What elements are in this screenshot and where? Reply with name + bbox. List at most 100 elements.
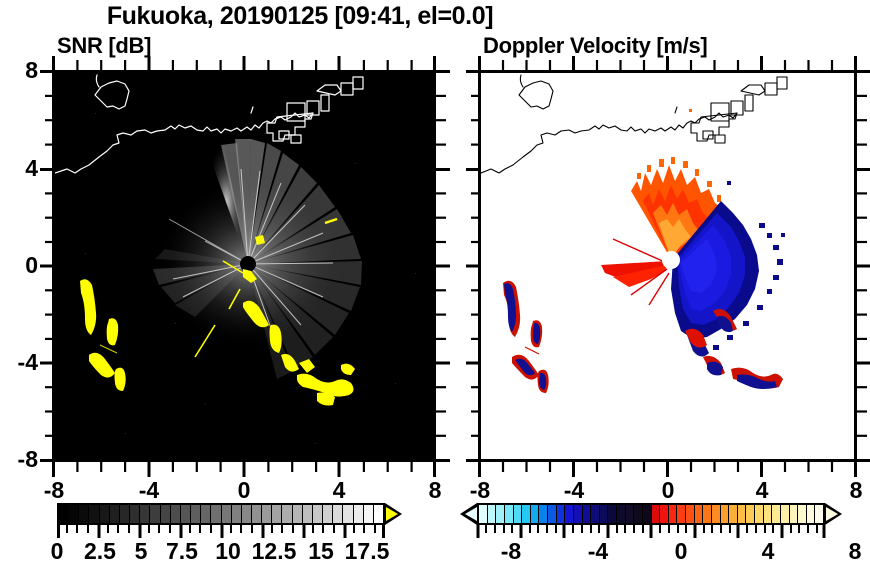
snr-xtick-minus8: -8 — [43, 477, 65, 503]
snr-panel-title: SNR [dB] — [57, 33, 152, 58]
velocity-colorbar-cell — [496, 505, 505, 523]
velocity-colorbar-cell — [806, 505, 816, 523]
snr-colorbar-cell — [99, 505, 110, 523]
velocity-colorbar-cell — [548, 505, 557, 523]
snr-colorbar-cell — [241, 505, 252, 523]
velocity-cblabel-minus4: -4 — [587, 538, 609, 564]
snr-xtick-4: 4 — [332, 477, 346, 503]
snr-ytick-4: 4 — [25, 155, 38, 181]
velocity-colorbar-group[interactable] — [460, 503, 850, 538]
velocity-colorbar-arrow-right-fill — [826, 507, 838, 521]
velocity-colorbar-cell — [660, 505, 669, 523]
velocity-xtick-minus4: -4 — [563, 477, 585, 503]
snr-colorbar-group[interactable] — [57, 503, 402, 538]
velocity-colorbar-cell — [504, 505, 514, 523]
velocity-colorbar-cell — [737, 505, 747, 523]
velocity-colorbar-cell — [798, 505, 807, 523]
snr-colorbar-cell — [180, 505, 192, 523]
velocity-colorbar-cell — [617, 505, 626, 523]
velocity-xtick-0: 0 — [661, 477, 675, 503]
snr-colorbar-cell — [323, 505, 334, 523]
velocity-colorbar-cell — [625, 505, 635, 523]
snr-saturated-clutter — [80, 217, 355, 406]
snr-xtick-0: 0 — [237, 477, 251, 503]
snr-plot-svg — [55, 73, 433, 459]
velocity-colorbar-cell — [677, 505, 686, 523]
velocity-colorbar-cell — [780, 505, 790, 523]
velocity-colorbar-cell — [634, 505, 643, 523]
velocity-colorbar-cell — [789, 505, 799, 523]
velocity-xtick-minus8: -8 — [469, 477, 491, 503]
snr-colorbar-cell — [251, 505, 263, 523]
snr-cblabel-10: 10 — [215, 538, 241, 564]
velocity-xtick-8: 8 — [849, 477, 863, 503]
velocity-cblabel-0: 0 — [674, 538, 688, 564]
velocity-colorbar-cell — [556, 505, 566, 523]
snr-colorbar-cell — [170, 505, 181, 523]
velocity-colorbar-cell — [608, 505, 617, 523]
velocity-negative-lobe — [671, 181, 785, 389]
snr-colorbar-cell — [353, 505, 364, 523]
background-noise — [85, 113, 416, 444]
velocity-island-clutter — [503, 280, 549, 393]
snr-colorbar-cell — [109, 505, 120, 523]
radar-blind-zone — [662, 251, 680, 269]
snr-ytick-0: 0 — [25, 252, 38, 278]
velocity-colorbar-cell — [522, 505, 531, 523]
velocity-colorbar-cell — [591, 505, 600, 523]
velocity-plot-area — [481, 73, 854, 459]
snr-colorbar-cell — [150, 505, 161, 523]
velocity-colorbar-cell — [599, 505, 609, 523]
snr-cblabel-17p5: 17.5 — [344, 538, 390, 564]
snr-colorbar-cell — [221, 505, 232, 523]
velocity-colorbar-cell — [815, 505, 823, 523]
snr-colorbar-cell — [292, 505, 303, 523]
snr-xtick-8: 8 — [428, 477, 442, 503]
velocity-cblabel-8: 8 — [848, 538, 862, 564]
snr-echo-fan — [152, 139, 362, 379]
velocity-colorbar-ticks — [476, 525, 826, 538]
snr-colorbar-cell — [119, 505, 131, 523]
velocity-panel-title: Doppler Velocity [m/s] — [483, 33, 708, 58]
snr-cblabel-5: 5 — [134, 538, 148, 564]
snr-plot-panel[interactable] — [52, 70, 436, 462]
velocity-colorbar-cell — [686, 505, 695, 523]
coastline-overlay — [481, 74, 788, 174]
snr-colorbar-cell — [363, 505, 374, 523]
snr-cblabel-7p5: 7.5 — [166, 538, 198, 564]
snr-cblabel-12p5: 12.5 — [251, 538, 297, 564]
page-title: Fukuoka, 20190125 [09:41, el=0.0] — [106, 2, 494, 30]
velocity-colorbar-cell — [729, 505, 738, 523]
snr-xtick-minus4: -4 — [138, 477, 160, 503]
snr-colorbar-cell — [160, 505, 171, 523]
snr-colorbar-cell — [59, 505, 70, 523]
snr-colorbar-cell — [262, 505, 273, 523]
snr-cblabel-15: 15 — [308, 538, 334, 564]
snr-colorbar-cell — [312, 505, 324, 523]
velocity-colorbar-cell — [720, 505, 730, 523]
velocity-colorbar-cell — [573, 505, 583, 523]
snr-plot-area — [55, 73, 433, 459]
velocity-plot-panel[interactable] — [478, 70, 857, 462]
snr-colorbar-cell — [79, 505, 90, 523]
snr-cblabel-0: 0 — [50, 538, 64, 564]
snr-colorbar[interactable] — [57, 503, 385, 525]
snr-colorbar-cell — [130, 505, 141, 523]
snr-cblabel-2p5: 2.5 — [84, 538, 116, 564]
velocity-colorbar-cell — [530, 505, 540, 523]
velocity-colorbar-cell — [763, 505, 773, 523]
velocity-colorbar-cell — [479, 505, 488, 523]
snr-colorbar-cell — [201, 505, 212, 523]
snr-colorbar-cell — [302, 505, 313, 523]
velocity-xtick-4: 4 — [755, 477, 769, 503]
snr-ytick-8: 8 — [25, 57, 38, 83]
velocity-plot-svg — [481, 73, 854, 459]
snr-colorbar-cell — [191, 505, 202, 523]
coastline-overlay — [55, 74, 364, 174]
snr-ytick-minus4: -4 — [17, 349, 38, 375]
snr-colorbar-cell — [272, 505, 283, 523]
velocity-colorbar-cell — [582, 505, 592, 523]
velocity-colorbar[interactable] — [477, 503, 825, 525]
snr-colorbar-cell — [282, 505, 293, 523]
snr-colorbar-cell — [89, 505, 100, 523]
